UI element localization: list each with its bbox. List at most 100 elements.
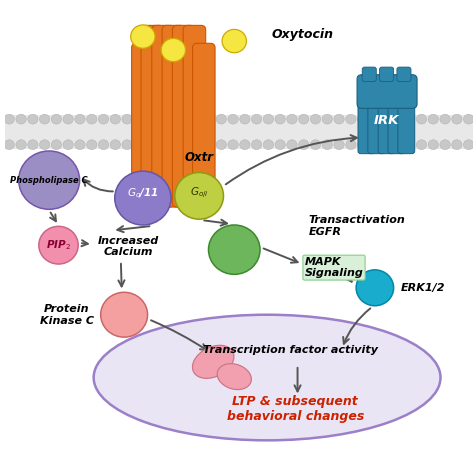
Circle shape xyxy=(287,140,297,150)
FancyBboxPatch shape xyxy=(368,86,385,153)
Circle shape xyxy=(310,114,321,124)
Circle shape xyxy=(263,114,273,124)
Circle shape xyxy=(381,140,392,150)
Circle shape xyxy=(452,140,462,150)
FancyBboxPatch shape xyxy=(192,43,215,207)
FancyBboxPatch shape xyxy=(362,67,376,81)
Circle shape xyxy=(87,140,97,150)
Circle shape xyxy=(75,114,85,124)
Circle shape xyxy=(357,140,368,150)
Circle shape xyxy=(169,114,179,124)
FancyBboxPatch shape xyxy=(398,94,415,153)
Circle shape xyxy=(16,114,26,124)
Circle shape xyxy=(99,114,109,124)
Circle shape xyxy=(356,270,393,306)
FancyBboxPatch shape xyxy=(388,86,405,153)
Circle shape xyxy=(181,140,191,150)
Ellipse shape xyxy=(192,345,234,378)
Circle shape xyxy=(122,114,132,124)
Circle shape xyxy=(134,140,144,150)
Circle shape xyxy=(405,114,415,124)
FancyBboxPatch shape xyxy=(357,75,417,108)
Circle shape xyxy=(75,140,85,150)
Circle shape xyxy=(18,151,80,209)
FancyBboxPatch shape xyxy=(358,94,375,153)
Circle shape xyxy=(228,114,238,124)
Circle shape xyxy=(428,140,438,150)
Circle shape xyxy=(169,140,179,150)
Circle shape xyxy=(51,114,62,124)
Circle shape xyxy=(334,114,344,124)
Text: MAPK
Signaling: MAPK Signaling xyxy=(305,257,364,279)
Circle shape xyxy=(440,114,450,124)
Circle shape xyxy=(299,140,309,150)
Text: Oxtr: Oxtr xyxy=(184,151,214,164)
Text: PIP$_2$: PIP$_2$ xyxy=(46,238,71,252)
Text: Oxytocin: Oxytocin xyxy=(272,28,334,41)
Circle shape xyxy=(157,140,167,150)
Circle shape xyxy=(346,140,356,150)
Circle shape xyxy=(405,140,415,150)
FancyBboxPatch shape xyxy=(152,25,174,207)
FancyBboxPatch shape xyxy=(380,67,393,81)
Circle shape xyxy=(27,140,38,150)
Circle shape xyxy=(27,114,38,124)
Circle shape xyxy=(228,140,238,150)
Circle shape xyxy=(263,140,273,150)
Circle shape xyxy=(322,140,332,150)
Circle shape xyxy=(100,292,147,337)
Text: Increased
Calcium: Increased Calcium xyxy=(98,236,159,257)
FancyBboxPatch shape xyxy=(183,25,206,207)
Circle shape xyxy=(240,140,250,150)
Circle shape xyxy=(110,114,120,124)
FancyBboxPatch shape xyxy=(141,25,164,207)
Circle shape xyxy=(16,140,26,150)
Text: Phospholipase C: Phospholipase C xyxy=(10,176,88,184)
Circle shape xyxy=(287,114,297,124)
Circle shape xyxy=(181,114,191,124)
Text: IRK: IRK xyxy=(374,114,399,127)
Circle shape xyxy=(192,114,203,124)
Circle shape xyxy=(122,140,132,150)
FancyBboxPatch shape xyxy=(162,25,184,207)
Circle shape xyxy=(464,140,474,150)
Circle shape xyxy=(39,226,78,264)
Text: Protein
Kinase C: Protein Kinase C xyxy=(40,304,94,325)
Ellipse shape xyxy=(217,364,251,390)
Circle shape xyxy=(39,140,50,150)
Circle shape xyxy=(161,38,185,62)
FancyBboxPatch shape xyxy=(173,25,195,207)
Circle shape xyxy=(4,140,14,150)
Circle shape xyxy=(334,140,344,150)
Circle shape xyxy=(99,140,109,150)
Circle shape xyxy=(322,114,332,124)
Circle shape xyxy=(357,114,368,124)
Circle shape xyxy=(4,114,14,124)
Circle shape xyxy=(440,140,450,150)
Circle shape xyxy=(416,114,427,124)
Circle shape xyxy=(63,114,73,124)
Circle shape xyxy=(204,140,215,150)
Circle shape xyxy=(110,140,120,150)
Circle shape xyxy=(157,114,167,124)
Circle shape xyxy=(299,114,309,124)
Circle shape xyxy=(222,29,246,53)
Circle shape xyxy=(204,114,215,124)
Ellipse shape xyxy=(94,315,440,441)
Text: Transactivation
EGFR: Transactivation EGFR xyxy=(308,215,405,237)
Text: $G_q$/11: $G_q$/11 xyxy=(127,186,159,201)
FancyBboxPatch shape xyxy=(397,67,411,81)
Circle shape xyxy=(346,114,356,124)
Circle shape xyxy=(115,171,171,225)
Circle shape xyxy=(393,140,403,150)
Circle shape xyxy=(275,114,285,124)
Circle shape xyxy=(393,114,403,124)
Bar xyxy=(5,115,474,149)
Text: ERK1/2: ERK1/2 xyxy=(401,283,445,293)
Circle shape xyxy=(216,140,227,150)
Text: LTP & subsequent
behavioral changes: LTP & subsequent behavioral changes xyxy=(227,395,364,423)
Circle shape xyxy=(252,114,262,124)
Circle shape xyxy=(452,114,462,124)
Circle shape xyxy=(146,114,156,124)
Circle shape xyxy=(369,140,380,150)
